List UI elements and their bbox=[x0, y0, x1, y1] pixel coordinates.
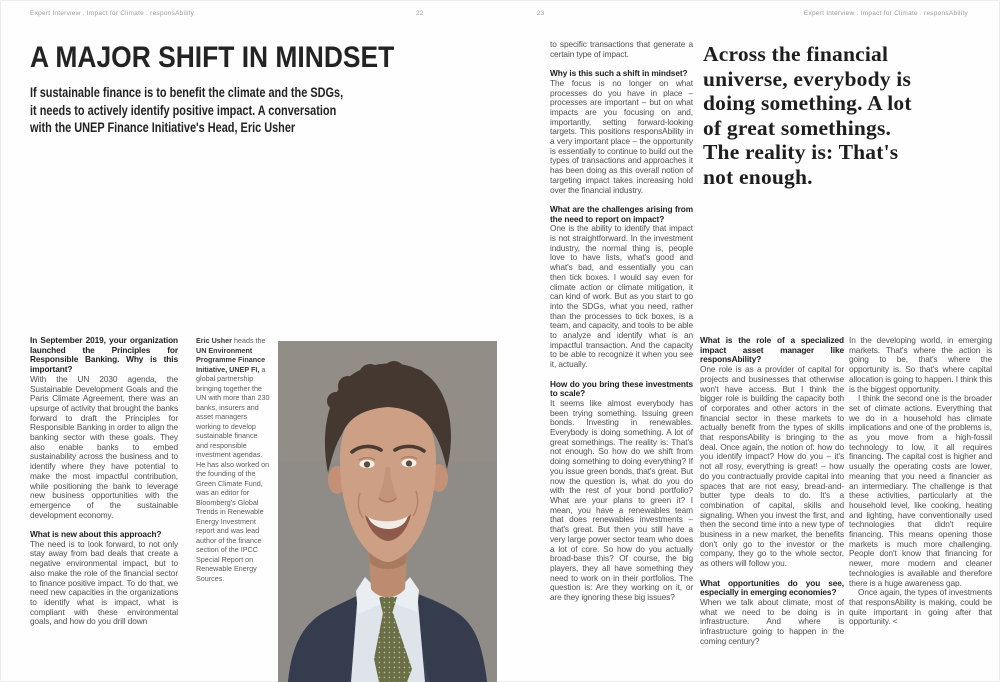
interview-answer: One is the ability to identify that impa… bbox=[550, 223, 693, 370]
article-headline: A MAJOR SHIFT IN MINDSET bbox=[30, 41, 395, 74]
right-column-1: to specific transactions that generate a… bbox=[550, 39, 693, 612]
interviewee-bio: Eric Usher heads the UN Environment Prog… bbox=[196, 336, 270, 583]
bio-name: Eric Usher bbox=[196, 336, 232, 345]
pull-quote: Across the financial universe, everybody… bbox=[703, 42, 912, 189]
interview-answer: The focus is no longer on what processes… bbox=[550, 77, 693, 195]
interview-answer: When we talk about climate, most of what… bbox=[700, 596, 844, 646]
bio-text: heads the bbox=[231, 336, 266, 345]
interview-answer: With the UN 2030 agenda, the Sustainable… bbox=[30, 373, 178, 520]
continuation-paragraph: to specific transactions that generate a… bbox=[550, 39, 693, 59]
left-column-1: In September 2019, your organization lau… bbox=[30, 335, 178, 637]
interview-answer: One role is as a provider of capital for… bbox=[700, 364, 844, 569]
bio-text: a global partnership bringing together t… bbox=[196, 364, 270, 583]
answer-paragraph-end: Once again, the types of investments tha… bbox=[849, 587, 992, 627]
bio-organization: UN Environment Programme Finance Initiat… bbox=[196, 345, 266, 374]
answer-paragraph: I think the second one is the broader se… bbox=[849, 393, 992, 588]
running-head-left: Expert Interview . Impact for Climate . … bbox=[30, 10, 195, 17]
page-number-right: 23 bbox=[537, 10, 545, 17]
interview-question: What is the role of a specialized impact… bbox=[700, 335, 844, 365]
interview-question: What opportunities do you see, especiall… bbox=[700, 577, 844, 598]
interview-question: How do you bring these investments to sc… bbox=[550, 378, 693, 399]
qa-section: What is the role of a specialized impact… bbox=[700, 335, 844, 569]
qa-section: What opportunities do you see, especiall… bbox=[700, 577, 844, 647]
interview-answer: The need is to look forward, to not only… bbox=[30, 538, 178, 627]
interview-question: What is new about this approach? bbox=[30, 529, 162, 540]
interview-answer: It seems like almost everybody has been … bbox=[550, 397, 693, 603]
answer-paragraph: In the developing world, in emerging mar… bbox=[849, 335, 992, 394]
running-head-right: Expert Interview . Impact for Climate . … bbox=[803, 10, 968, 17]
interview-question: Why is this such a shift in mindset? bbox=[550, 68, 688, 79]
interview-question: What are the challenges arising from the… bbox=[550, 203, 693, 224]
interview-question: In September 2019, your organization lau… bbox=[30, 335, 178, 375]
right-column-3: In the developing world, in emerging mar… bbox=[849, 335, 992, 627]
qa-section: What are the challenges arising from the… bbox=[550, 203, 693, 370]
right-column-2: What is the role of a specialized impact… bbox=[700, 335, 844, 656]
portrait-photo-eric-usher bbox=[278, 341, 497, 682]
page-number-left: 22 bbox=[416, 10, 424, 17]
qa-section: Why is this such a shift in mindset? The… bbox=[550, 68, 693, 195]
qa-section: How do you bring these investments to sc… bbox=[550, 378, 693, 603]
article-subhead: If sustainable finance is to benefit the… bbox=[30, 84, 344, 135]
qa-section: In September 2019, your organization lau… bbox=[30, 335, 178, 520]
qa-section: What is new about this approach? The nee… bbox=[30, 529, 178, 627]
